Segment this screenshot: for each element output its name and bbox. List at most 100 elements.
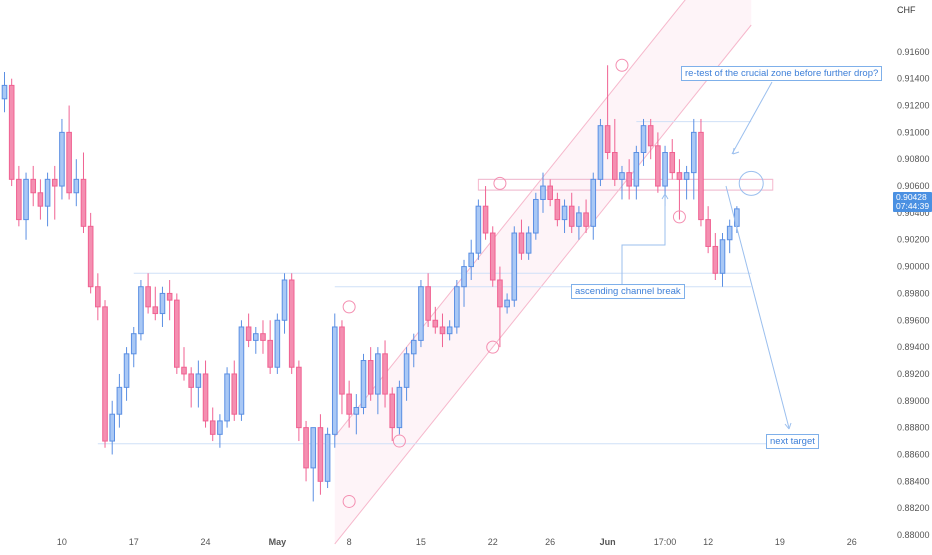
- retest-annotation[interactable]: re-test of the crucial zone before furth…: [681, 66, 883, 81]
- marker-circles: [342, 58, 764, 508]
- candle-body: [138, 286, 144, 335]
- channel-break-arrow: [621, 195, 666, 284]
- candle-body: [626, 172, 632, 187]
- candle-body: [568, 205, 575, 227]
- candle-body: [590, 178, 597, 227]
- candle-body: [8, 84, 15, 180]
- candle-body: [281, 279, 288, 321]
- next-target-annotation[interactable]: next target: [766, 434, 819, 449]
- candle-body: [123, 353, 130, 388]
- candle: [547, 179, 553, 207]
- candle-body: [410, 339, 417, 355]
- candle-body: [80, 178, 87, 227]
- candle: [612, 118, 618, 187]
- channel-lower-line: [334, 24, 752, 545]
- candle-body: [181, 366, 187, 375]
- candle-body: [44, 178, 51, 207]
- price-tick-label: 0.90000: [897, 262, 930, 272]
- price-tick-label: 0.88200: [897, 503, 930, 513]
- candle-body: [726, 225, 733, 241]
- horizontal-levels: [97, 121, 809, 445]
- candle: [590, 172, 597, 240]
- candle: [482, 186, 489, 240]
- marker-circle: [672, 210, 686, 224]
- candle-body: [188, 373, 194, 388]
- candle-body: [619, 172, 625, 180]
- candle: [655, 132, 661, 193]
- candle: [511, 226, 518, 307]
- marker-circle: [392, 434, 406, 448]
- candle-body: [604, 125, 611, 154]
- candle: [209, 407, 216, 442]
- candle: [195, 360, 202, 408]
- candle: [145, 273, 151, 314]
- candle: [138, 280, 144, 341]
- candle-body: [540, 185, 546, 200]
- candle-body: [353, 407, 360, 415]
- candle: [683, 165, 690, 200]
- candle: [568, 192, 575, 234]
- candle-body: [23, 178, 29, 221]
- price-tick-label: 0.88000: [897, 530, 930, 540]
- candle-body: [425, 286, 431, 321]
- candle-body: [274, 319, 281, 368]
- candle: [583, 199, 589, 234]
- candle: [461, 259, 467, 307]
- price-tick-label: 0.90800: [897, 154, 930, 164]
- candle: [202, 360, 209, 428]
- target-projection-line: [725, 185, 790, 429]
- candle: [396, 380, 403, 435]
- candle-body: [331, 326, 338, 435]
- candle-body: [375, 353, 381, 395]
- candle: [647, 118, 654, 160]
- candle-body: [174, 299, 180, 368]
- candle: [59, 118, 65, 200]
- candle: [705, 206, 711, 254]
- candle: [533, 192, 539, 240]
- candle-body: [288, 279, 295, 368]
- candle-body: [698, 131, 704, 221]
- candle: [346, 380, 352, 428]
- marker-circle: [342, 300, 356, 314]
- candle: [130, 326, 137, 368]
- price-tick-label: 0.91600: [897, 47, 930, 57]
- candles: [1, 65, 740, 502]
- candle-body: [640, 125, 647, 154]
- crucial-zone-box: [477, 178, 774, 191]
- candle-body: [87, 225, 94, 288]
- candle-body: [231, 373, 238, 415]
- candle: [231, 360, 238, 421]
- candle-body: [633, 152, 640, 187]
- candle-body: [260, 333, 266, 341]
- candle: [367, 347, 374, 401]
- candle-body: [1, 84, 8, 100]
- candle: [410, 333, 417, 368]
- candle: [30, 165, 37, 207]
- candle: [712, 233, 719, 280]
- time-tick-label: 8: [347, 537, 352, 547]
- candle-body: [317, 427, 324, 482]
- candle-body: [16, 178, 22, 221]
- candle-body: [690, 131, 697, 174]
- candle: [454, 280, 460, 334]
- candle: [102, 300, 108, 448]
- candle-body: [95, 286, 101, 308]
- candle-body: [267, 339, 273, 368]
- candle: [382, 340, 388, 408]
- candle-body: [669, 152, 676, 174]
- price-tick-label: 0.90600: [897, 181, 930, 191]
- price-tick-label: 0.91000: [897, 127, 930, 137]
- candle-body: [446, 326, 453, 335]
- channel-break-annotation[interactable]: ascending channel break: [571, 284, 685, 299]
- candle-body: [403, 353, 410, 388]
- candle-body: [439, 326, 446, 335]
- candle: [640, 118, 647, 166]
- retest-arrowhead: [732, 147, 740, 155]
- candle: [310, 427, 317, 502]
- time-tick-label: 24: [201, 537, 211, 547]
- candle: [253, 326, 259, 354]
- candle-body: [159, 292, 166, 315]
- candle-body: [30, 178, 37, 194]
- candle: [669, 139, 676, 180]
